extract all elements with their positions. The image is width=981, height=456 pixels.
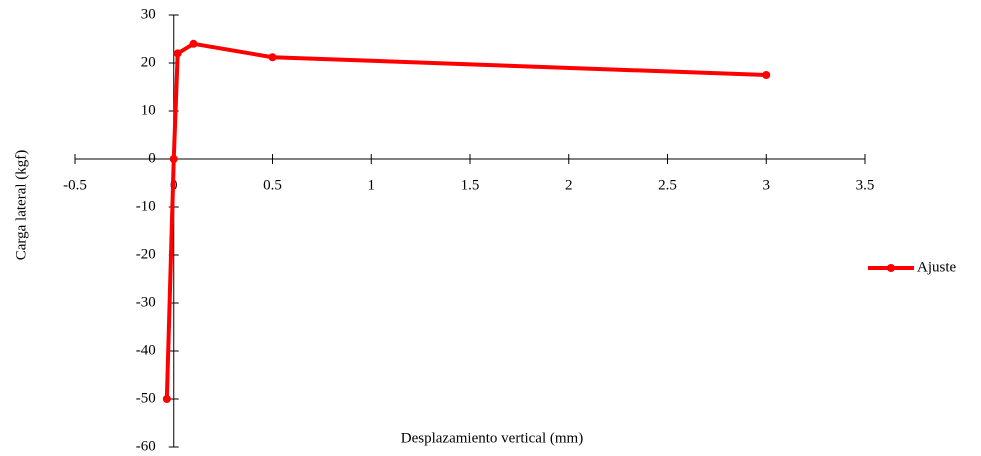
y-tick-label: -10 — [136, 198, 156, 214]
x-tick-label: 1 — [368, 177, 376, 193]
y-tick-label: 30 — [141, 6, 156, 22]
x-tick-label: 3 — [763, 177, 771, 193]
legend-marker — [887, 264, 895, 272]
y-tick-label: -40 — [136, 342, 156, 358]
data-point — [173, 49, 182, 58]
x-tick-label: 0.5 — [263, 177, 282, 193]
y-tick-label: -50 — [136, 390, 156, 406]
y-tick-label: 10 — [141, 102, 156, 118]
data-point — [162, 395, 171, 403]
x-tick-label: 3.5 — [856, 177, 875, 193]
y-axis-title: Carga lateral (kgf) — [13, 150, 29, 261]
x-tick-label: -0.5 — [63, 177, 87, 193]
y-tick-label: 0 — [148, 150, 156, 166]
x-tick-label: 1.5 — [461, 177, 480, 193]
y-tick-label: -60 — [136, 438, 156, 454]
legend-label: Ajuste — [917, 259, 957, 275]
y-tick-label: 20 — [141, 54, 156, 70]
x-tick-label: 2 — [565, 177, 573, 193]
series-line — [164, 41, 767, 400]
y-tick-label: -30 — [136, 294, 156, 310]
data-point — [169, 155, 178, 163]
data-point — [268, 53, 277, 62]
x-axis-title: Desplazamiento vertical (mm) — [401, 430, 583, 446]
x-tick-label: 2.5 — [658, 177, 677, 193]
y-tick-label: -20 — [136, 246, 156, 262]
data-point — [189, 39, 198, 48]
data-point — [762, 71, 771, 79]
